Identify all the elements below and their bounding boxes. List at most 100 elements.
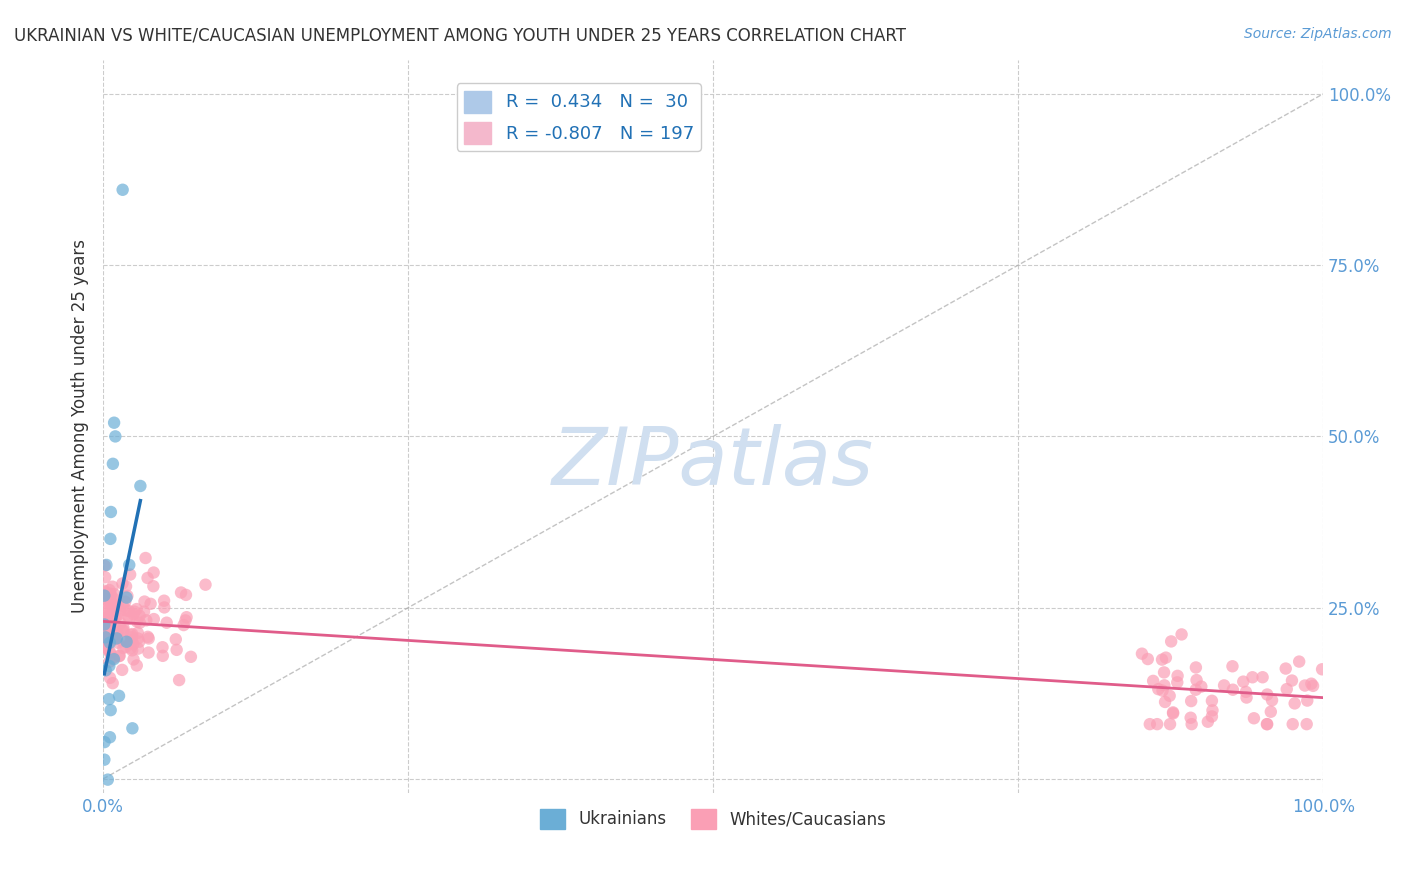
Ukrainians — [103, 811, 125, 825]
Whites/Caucasians — [112, 641, 135, 656]
Whites/Caucasians — [1281, 673, 1303, 688]
Whites/Caucasians — [135, 551, 157, 566]
Whites/Caucasians — [107, 598, 129, 612]
Whites/Caucasians — [98, 620, 121, 634]
Whites/Caucasians — [176, 610, 198, 624]
Whites/Caucasians — [194, 577, 217, 591]
Whites/Caucasians — [94, 621, 117, 635]
Ukrainians — [121, 721, 143, 735]
Whites/Caucasians — [1241, 670, 1264, 684]
Whites/Caucasians — [1301, 676, 1323, 690]
Whites/Caucasians — [103, 632, 125, 646]
Whites/Caucasians — [117, 589, 139, 603]
Whites/Caucasians — [96, 623, 118, 637]
Whites/Caucasians — [104, 632, 127, 647]
Whites/Caucasians — [94, 570, 117, 584]
Whites/Caucasians — [96, 611, 118, 625]
Whites/Caucasians — [111, 624, 134, 638]
Whites/Caucasians — [1213, 678, 1236, 692]
Whites/Caucasians — [1161, 706, 1184, 721]
Whites/Caucasians — [1295, 717, 1317, 731]
Whites/Caucasians — [96, 636, 118, 650]
Whites/Caucasians — [134, 594, 156, 608]
Whites/Caucasians — [1197, 714, 1219, 729]
Whites/Caucasians — [94, 587, 117, 601]
Whites/Caucasians — [103, 618, 125, 632]
Whites/Caucasians — [1222, 682, 1244, 697]
Whites/Caucasians — [96, 618, 118, 632]
Whites/Caucasians — [139, 597, 162, 611]
Whites/Caucasians — [1296, 693, 1319, 707]
Whites/Caucasians — [1150, 652, 1173, 666]
Whites/Caucasians — [98, 582, 121, 597]
Whites/Caucasians — [153, 600, 176, 615]
Whites/Caucasians — [170, 585, 193, 599]
Text: UKRAINIAN VS WHITE/CAUCASIAN UNEMPLOYMENT AMONG YOUTH UNDER 25 YEARS CORRELATION: UKRAINIAN VS WHITE/CAUCASIAN UNEMPLOYMEN… — [14, 27, 905, 45]
Ukrainians — [101, 793, 124, 807]
Whites/Caucasians — [1222, 659, 1244, 673]
Whites/Caucasians — [107, 607, 129, 622]
Whites/Caucasians — [98, 595, 121, 609]
Whites/Caucasians — [93, 602, 115, 616]
Whites/Caucasians — [1201, 694, 1223, 708]
Whites/Caucasians — [94, 640, 117, 654]
Whites/Caucasians — [101, 580, 124, 594]
Legend: Ukrainians, Whites/Caucasians: Ukrainians, Whites/Caucasians — [533, 802, 893, 836]
Whites/Caucasians — [142, 566, 165, 580]
Whites/Caucasians — [111, 633, 134, 648]
Whites/Caucasians — [103, 651, 125, 665]
Whites/Caucasians — [1251, 670, 1274, 684]
Whites/Caucasians — [98, 617, 121, 632]
Whites/Caucasians — [173, 618, 195, 632]
Whites/Caucasians — [1146, 717, 1168, 731]
Whites/Caucasians — [108, 648, 131, 663]
Whites/Caucasians — [108, 649, 131, 664]
Whites/Caucasians — [101, 626, 124, 640]
Whites/Caucasians — [100, 603, 122, 617]
Whites/Caucasians — [97, 615, 120, 630]
Ukrainians — [96, 812, 118, 826]
Whites/Caucasians — [115, 579, 138, 593]
Whites/Caucasians — [98, 618, 121, 632]
Whites/Caucasians — [114, 595, 136, 609]
Whites/Caucasians — [121, 627, 143, 641]
Whites/Caucasians — [122, 652, 145, 666]
Whites/Caucasians — [94, 612, 117, 626]
Whites/Caucasians — [125, 602, 148, 616]
Whites/Caucasians — [103, 592, 125, 607]
Whites/Caucasians — [105, 625, 128, 640]
Ukrainians — [93, 617, 115, 632]
Whites/Caucasians — [1139, 717, 1161, 731]
Whites/Caucasians — [1284, 697, 1306, 711]
Ukrainians — [101, 457, 124, 471]
Whites/Caucasians — [103, 587, 125, 601]
Ukrainians — [129, 479, 152, 493]
Whites/Caucasians — [128, 608, 150, 623]
Whites/Caucasians — [1261, 693, 1284, 707]
Whites/Caucasians — [93, 626, 115, 640]
Ukrainians — [100, 505, 122, 519]
Whites/Caucasians — [118, 604, 141, 618]
Whites/Caucasians — [101, 676, 124, 690]
Ukrainians — [103, 652, 125, 666]
Ukrainians — [96, 558, 118, 572]
Whites/Caucasians — [153, 593, 176, 607]
Whites/Caucasians — [114, 640, 136, 654]
Whites/Caucasians — [93, 611, 115, 625]
Text: Source: ZipAtlas.com: Source: ZipAtlas.com — [1244, 27, 1392, 41]
Whites/Caucasians — [107, 636, 129, 650]
Whites/Caucasians — [98, 586, 121, 600]
Whites/Caucasians — [98, 626, 121, 640]
Whites/Caucasians — [111, 576, 134, 591]
Whites/Caucasians — [94, 623, 117, 637]
Whites/Caucasians — [135, 613, 157, 627]
Whites/Caucasians — [1152, 683, 1174, 698]
Whites/Caucasians — [94, 609, 117, 624]
Whites/Caucasians — [1201, 709, 1223, 723]
Whites/Caucasians — [1185, 660, 1208, 674]
Whites/Caucasians — [1166, 675, 1188, 690]
Whites/Caucasians — [1153, 665, 1175, 680]
Whites/Caucasians — [120, 628, 142, 642]
Ukrainians — [98, 730, 121, 744]
Whites/Caucasians — [1130, 647, 1153, 661]
